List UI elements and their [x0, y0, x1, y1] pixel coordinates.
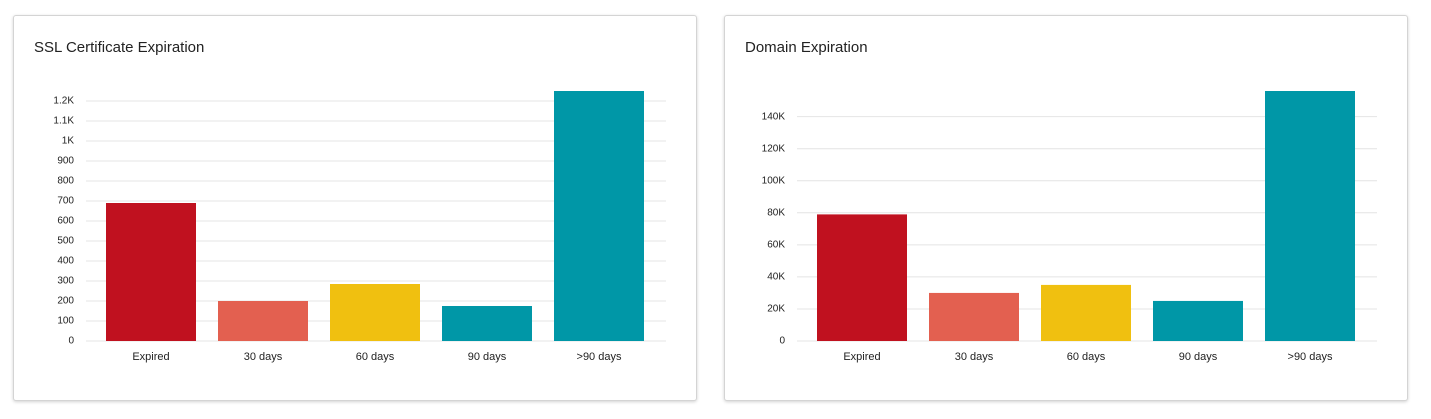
bar	[817, 214, 907, 341]
bar	[106, 203, 196, 341]
y-tick-label: 100K	[762, 175, 786, 186]
chart-title: SSL Certificate Expiration	[34, 39, 204, 56]
bar	[1041, 284, 1131, 341]
y-tick-label: 900	[57, 156, 74, 167]
y-tick-label: 80K	[767, 207, 785, 218]
chart: Domain Expiration 0 20K 40K 60K 80K 100K 120K 1…	[745, 39, 1377, 363]
y-tick-label: 0	[779, 336, 785, 347]
chart-card: SSL Certificate Expiration 0 100 200 300 400…	[13, 15, 697, 401]
x-tick-label: 30 days	[955, 351, 994, 363]
chart-title: Domain Expiration	[745, 39, 868, 56]
bar	[1153, 300, 1243, 341]
y-tick-label: 400	[57, 256, 74, 267]
y-tick-label: 200	[57, 296, 74, 307]
bar	[1265, 91, 1355, 341]
bar	[554, 91, 644, 341]
x-tick-label: 30 days	[244, 351, 283, 363]
y-tick-label: 20K	[767, 304, 785, 315]
y-tick-label: 800	[57, 176, 74, 187]
x-tick-label: Expired	[843, 351, 880, 363]
x-tick-label: Expired	[132, 351, 169, 363]
y-tick-label: 700	[57, 196, 74, 207]
chart-card: Domain Expiration 0 20K 40K 60K 80K 100K 120K 1…	[724, 15, 1408, 401]
y-tick-label: 1.2K	[53, 96, 74, 107]
x-tick-label: 90 days	[1179, 351, 1218, 363]
bar	[218, 301, 308, 341]
x-tick-label: 60 days	[356, 351, 395, 363]
x-tick-label: 90 days	[468, 351, 507, 363]
y-tick-label: 1.1K	[53, 116, 74, 127]
y-tick-label: 120K	[762, 143, 786, 154]
y-tick-label: 140K	[762, 111, 786, 122]
y-tick-label: 40K	[767, 272, 785, 283]
x-tick-label: >90 days	[577, 351, 622, 363]
y-tick-label: 60K	[767, 239, 785, 250]
x-tick-label: 60 days	[1067, 351, 1106, 363]
bar	[929, 292, 1019, 341]
y-tick-label: 1K	[62, 136, 75, 147]
y-tick-label: 0	[68, 336, 74, 347]
y-tick-label: 300	[57, 276, 74, 287]
y-tick-label: 100	[57, 316, 74, 327]
y-tick-label: 500	[57, 236, 74, 247]
bar	[442, 306, 532, 341]
y-tick-label: 600	[57, 216, 74, 227]
bar	[330, 284, 420, 341]
x-tick-label: >90 days	[1288, 351, 1333, 363]
chart: SSL Certificate Expiration 0 100 200 300 400…	[34, 39, 666, 363]
